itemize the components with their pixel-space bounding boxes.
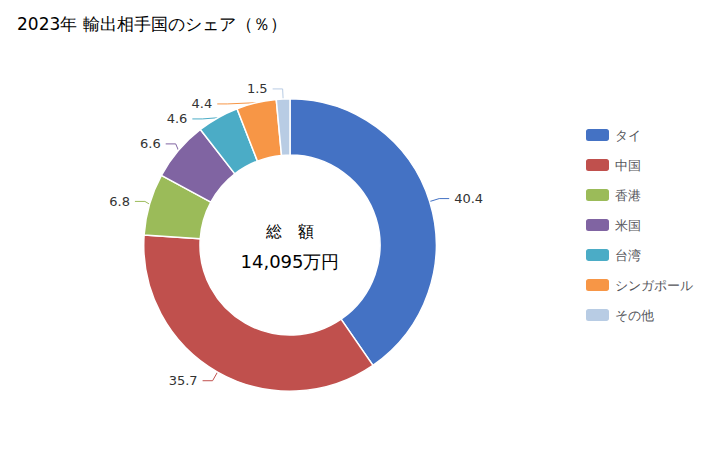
svg-text:タイ: タイ bbox=[615, 128, 641, 143]
svg-text:6.8: 6.8 bbox=[109, 194, 130, 209]
svg-text:4.4: 4.4 bbox=[192, 96, 213, 111]
svg-text:総 額: 総 額 bbox=[265, 222, 314, 241]
svg-text:香港: 香港 bbox=[615, 188, 641, 203]
svg-text:台湾: 台湾 bbox=[615, 248, 641, 263]
svg-text:6.6: 6.6 bbox=[140, 136, 161, 151]
svg-text:4.6: 4.6 bbox=[167, 111, 188, 126]
svg-text:1.5: 1.5 bbox=[247, 81, 268, 96]
svg-text:シンガポール: シンガポール bbox=[615, 278, 693, 293]
svg-text:中国: 中国 bbox=[615, 158, 641, 173]
svg-text:35.7: 35.7 bbox=[169, 373, 198, 388]
svg-text:その他: その他 bbox=[615, 308, 654, 323]
svg-text:2023年 輸出相手国のシェア（％）: 2023年 輸出相手国のシェア（％） bbox=[17, 14, 287, 34]
svg-text:14,095万円: 14,095万円 bbox=[241, 251, 340, 272]
svg-text:40.4: 40.4 bbox=[454, 191, 483, 206]
svg-text:米国: 米国 bbox=[615, 218, 641, 233]
